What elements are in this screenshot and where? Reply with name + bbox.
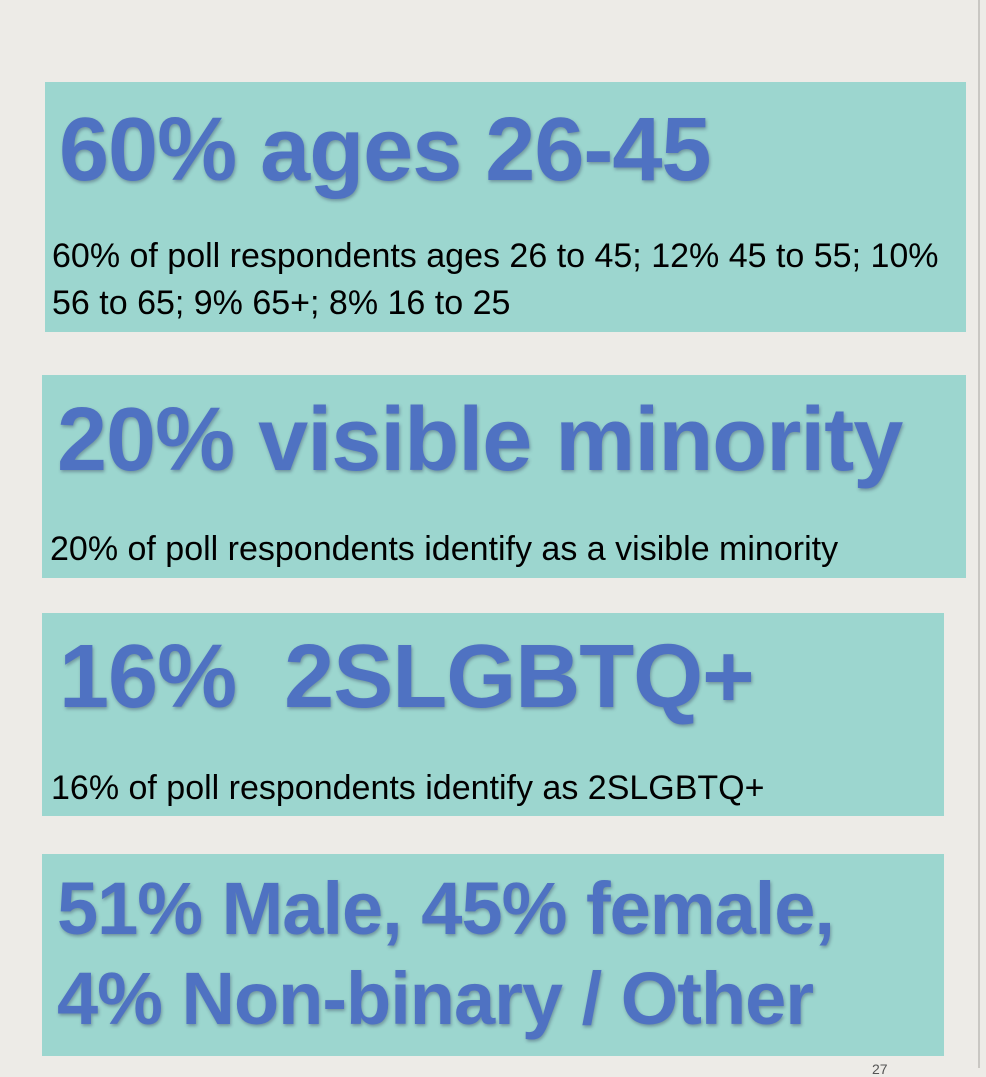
slide-edge-divider (978, 0, 980, 1068)
stat-headline-gender: 51% Male, 45% female, 4% Non-binary / Ot… (57, 867, 835, 1040)
stat-card-visible-minority: 20% visible minority 20% of poll respond… (42, 375, 966, 578)
stat-description-2slgbtq: 16% of poll respondents identify as 2SLG… (51, 769, 765, 807)
stat-description-ages: 60% of poll respondents ages 26 to 45; 1… (52, 237, 939, 322)
page-number: 27 (872, 1061, 888, 1077)
stat-card-ages: 60% ages 26-45 60% of poll respondents a… (45, 82, 966, 332)
stat-card-gender: 51% Male, 45% female, 4% Non-binary / Ot… (42, 854, 944, 1056)
stat-card-2slgbtq: 16% 2SLGBTQ+ 16% of poll respondents ide… (42, 613, 944, 816)
stat-headline-2slgbtq: 16% 2SLGBTQ+ (59, 627, 755, 727)
stat-description-visible-minority: 20% of poll respondents identify as a vi… (50, 530, 839, 568)
stat-headline-ages: 60% ages 26-45 (59, 100, 711, 200)
stat-headline-visible-minority: 20% visible minority (57, 390, 903, 490)
